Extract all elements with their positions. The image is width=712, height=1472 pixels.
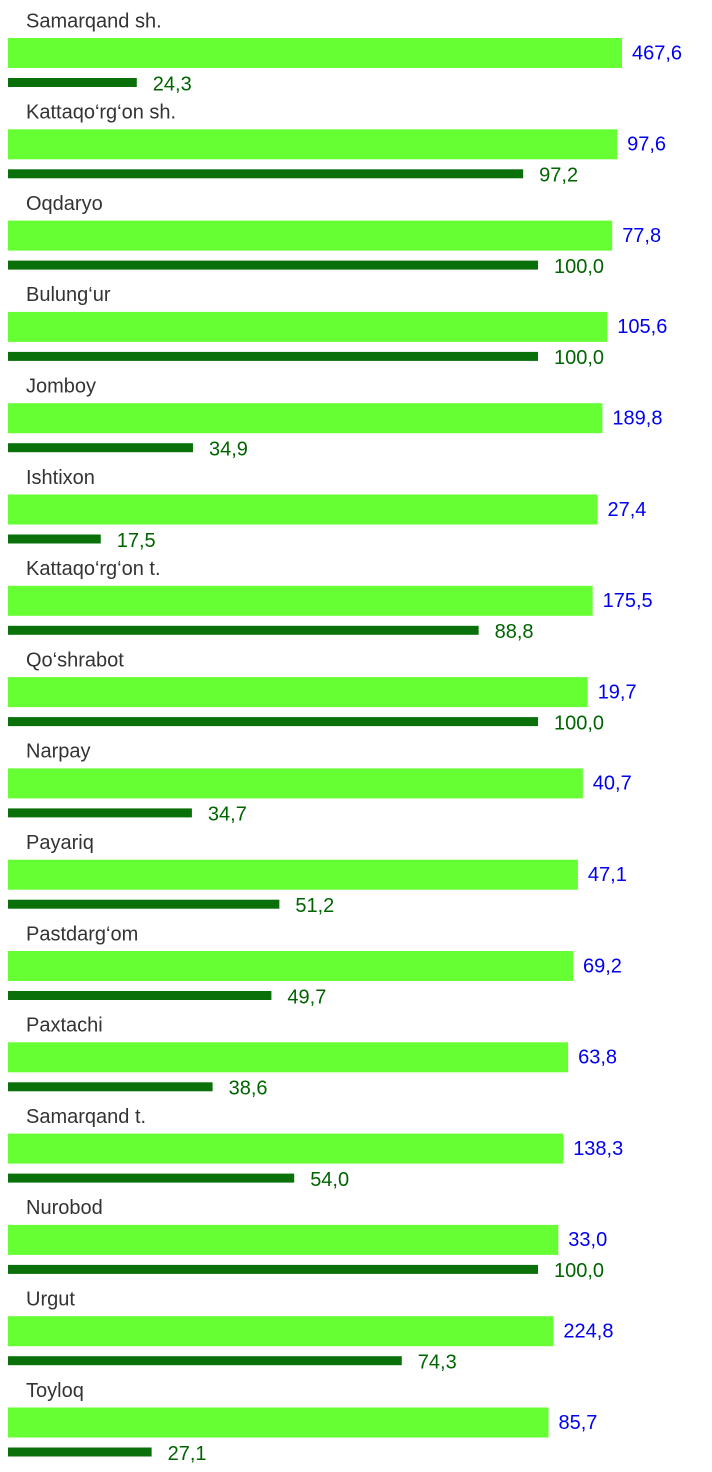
- category-label: Narpay: [26, 741, 90, 763]
- background-bar: [8, 768, 583, 799]
- background-bar: [8, 1316, 554, 1347]
- value-label: 74,3: [418, 1351, 457, 1373]
- value-label: 34,9: [209, 438, 248, 460]
- bar: [8, 78, 137, 87]
- bar: [8, 1173, 295, 1183]
- value-label: 77,8: [622, 225, 661, 247]
- value-label: 224,8: [563, 1320, 613, 1342]
- category-label: Toyloq: [26, 1380, 84, 1402]
- value-label: 51,2: [295, 895, 334, 917]
- value-label: 105,6: [617, 316, 667, 338]
- value-label: 38,6: [229, 1078, 268, 1100]
- category-label: Samarqand t.: [26, 1106, 146, 1128]
- value-label: 88,8: [495, 621, 534, 643]
- bar: [8, 351, 538, 361]
- value-label: 40,7: [593, 773, 632, 795]
- bar: [8, 717, 538, 727]
- value-label: 69,2: [583, 955, 622, 977]
- value-label: 47,1: [588, 864, 627, 886]
- bar: [8, 534, 101, 544]
- category-label: Nurobod: [26, 1197, 103, 1219]
- bar: [8, 899, 280, 909]
- value-label: 33,0: [568, 1229, 607, 1251]
- bar: [8, 169, 524, 179]
- value-label: 100,0: [554, 256, 604, 278]
- value-label: 138,3: [573, 1138, 623, 1160]
- category-label: Jomboy: [26, 375, 96, 397]
- background-bar: [8, 494, 598, 525]
- background-bar: [8, 220, 613, 251]
- bar: [8, 1356, 402, 1366]
- background-bar: [8, 129, 618, 160]
- bar: [8, 625, 479, 635]
- category-label: Kattaqo‘rg‘on sh.: [26, 102, 176, 124]
- value-label: 49,7: [287, 986, 326, 1008]
- value-label: 97,2: [539, 165, 578, 187]
- background-bar: [8, 1133, 564, 1164]
- value-label: 34,7: [208, 804, 247, 826]
- bar: [8, 991, 272, 1000]
- value-label: 97,6: [627, 134, 666, 156]
- value-label: 27,1: [168, 1443, 207, 1465]
- category-label: Qo‘shrabot: [26, 649, 124, 671]
- value-label: 100,0: [554, 347, 604, 369]
- value-label: 467,6: [632, 42, 682, 64]
- category-label: Paxtachi: [26, 1015, 103, 1037]
- category-label: Kattaqo‘rg‘on t.: [26, 558, 161, 580]
- value-label: 24,3: [153, 73, 192, 95]
- value-label: 85,7: [559, 1412, 598, 1434]
- bar: [8, 443, 193, 453]
- bar: [8, 1447, 152, 1457]
- background-bar: [8, 1407, 549, 1438]
- background-bar: [8, 859, 578, 890]
- background-bar: [8, 585, 593, 616]
- bar: [8, 1082, 213, 1092]
- category-label: Payariq: [26, 832, 94, 854]
- value-label: 63,8: [578, 1047, 617, 1069]
- background-bar: [8, 951, 573, 981]
- category-label: Ishtixon: [26, 467, 95, 489]
- background-bar: [8, 311, 608, 342]
- value-label: 54,0: [310, 1169, 349, 1191]
- background-bar: [8, 1224, 559, 1255]
- background-bar: [8, 1042, 569, 1073]
- background-bar: [8, 403, 603, 434]
- category-label: Urgut: [26, 1288, 75, 1310]
- value-label: 189,8: [612, 407, 662, 429]
- bar: [8, 1264, 538, 1274]
- value-label: 100,0: [554, 1260, 604, 1282]
- background-bar: [8, 38, 622, 68]
- category-label: Oqdaryo: [26, 193, 103, 215]
- value-label: 175,5: [603, 590, 653, 612]
- value-label: 19,7: [598, 681, 637, 703]
- value-label: 100,0: [554, 712, 604, 734]
- category-label: Pastdarg‘om: [26, 923, 138, 945]
- background-bar: [8, 677, 588, 708]
- value-label: 17,5: [117, 530, 156, 552]
- value-label: 27,4: [608, 499, 647, 521]
- category-label: Bulung‘ur: [26, 284, 111, 306]
- category-label: Samarqand sh.: [26, 10, 162, 32]
- bar: [8, 260, 538, 270]
- bar: [8, 808, 192, 818]
